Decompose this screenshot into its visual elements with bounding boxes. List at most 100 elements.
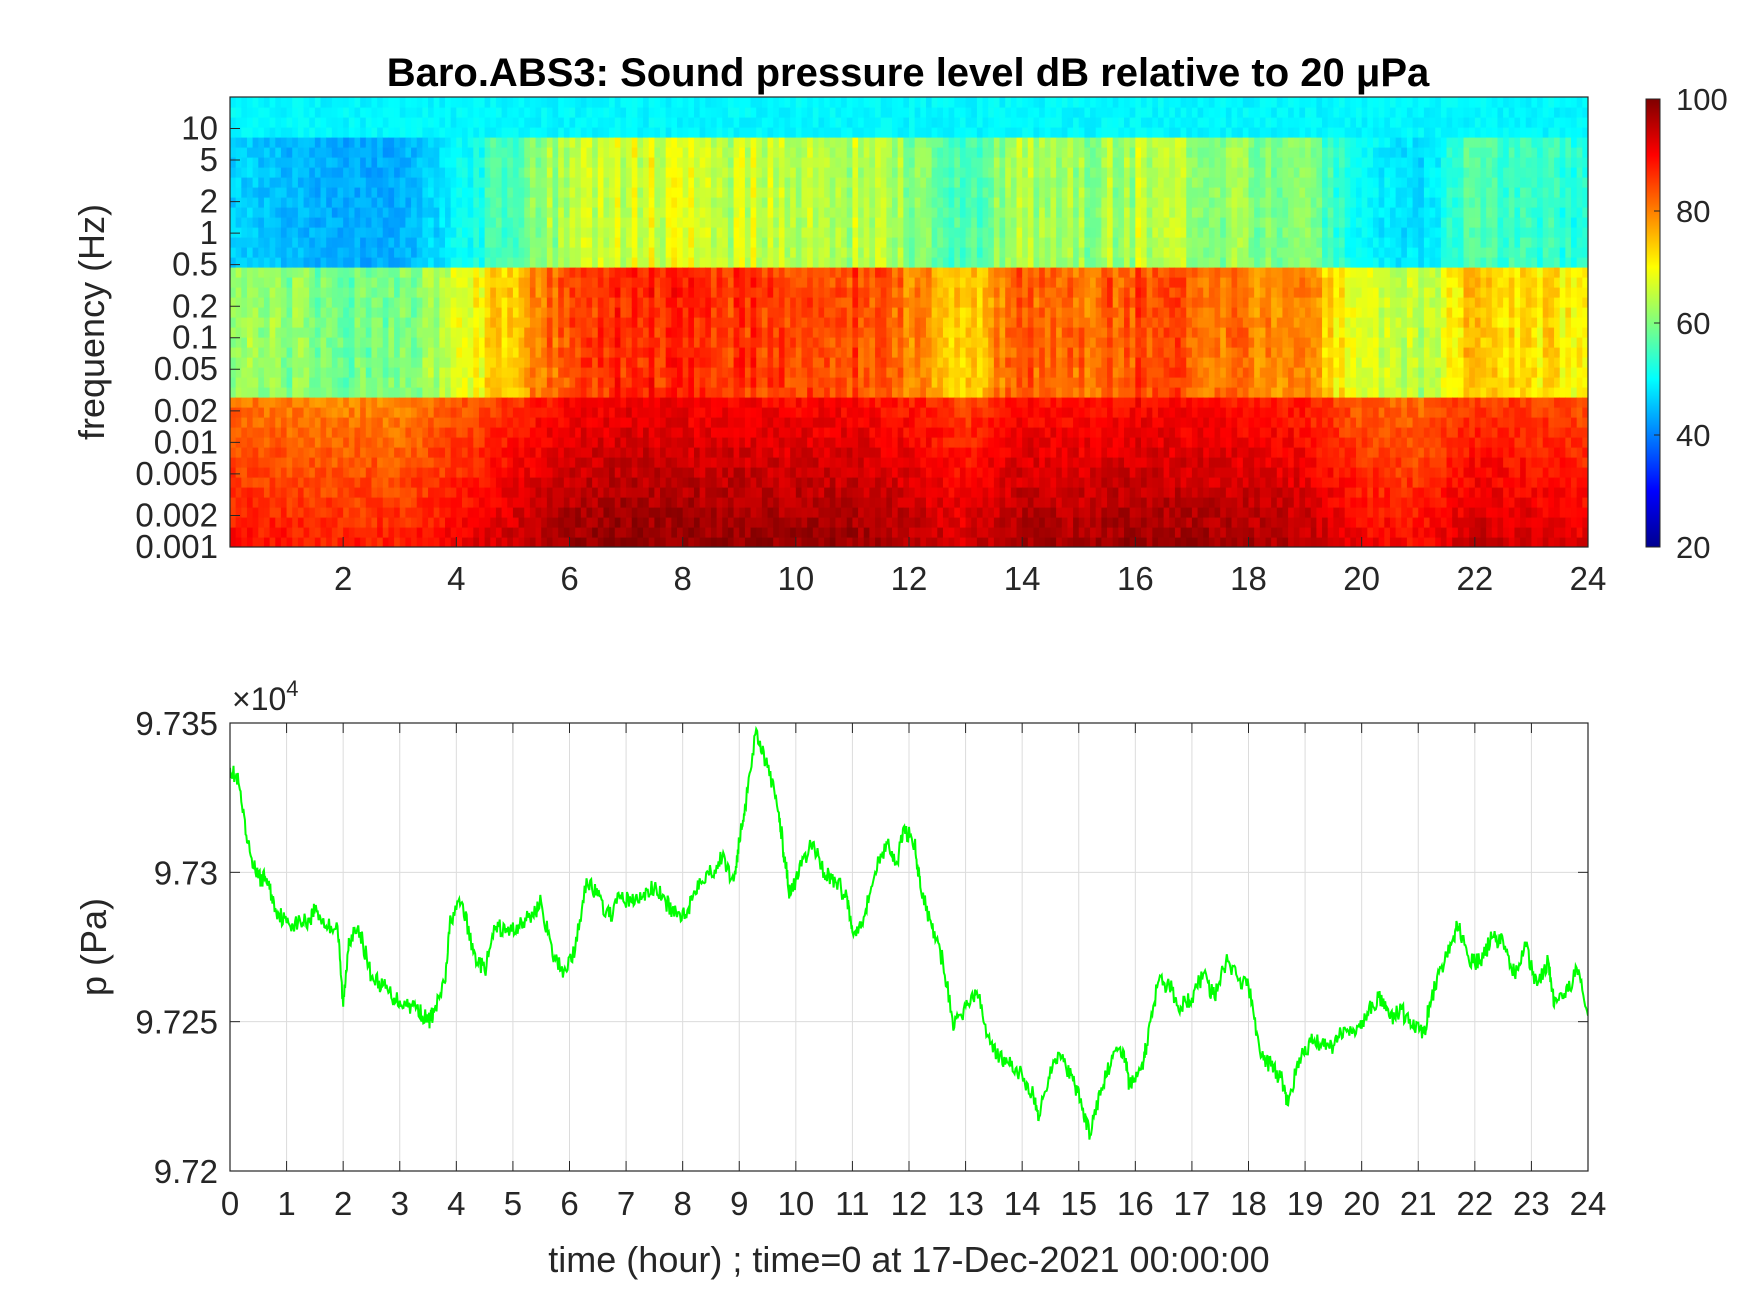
spectrogram-cell [643,277,650,288]
spectrogram-cell [790,527,797,538]
spectrogram-cell [727,277,735,288]
spectrogram-cell [230,317,237,328]
spectrogram-cell [501,167,508,178]
spectrogram-cell [512,467,520,478]
spectrogram-cell [665,347,672,358]
spectrogram-cell [790,347,797,358]
spectrogram-cell [654,297,661,308]
spectrogram-cell [365,297,373,308]
spectrogram-cell [744,257,752,268]
spectrogram-cell [744,477,752,488]
spectrogram-cell [478,477,486,488]
spectrogram-cell [263,357,271,368]
spectrogram-cell [575,397,582,408]
spectrogram-cell [784,517,791,528]
spectrogram-cell [235,307,242,318]
spectrogram-cell [733,297,740,308]
spectrogram-cell [535,407,542,418]
spectrogram-cell [626,467,633,478]
spectrogram-cell [263,537,271,547]
spectrogram-cell [428,207,435,218]
spectrogram-cell [326,317,333,328]
spectrogram-cell [275,117,282,128]
spectrogram-cell [252,467,259,478]
spectrogram-cell [631,367,638,378]
spectrogram-cell [660,397,667,408]
spectrogram-cell [303,97,310,108]
spectrogram-cell [699,107,706,118]
spectrogram-cell [852,177,859,188]
spectrogram-cell [790,127,797,138]
spectrogram-cell [280,537,288,547]
spectrogram-cell [609,387,616,398]
spectrogram-cell [852,167,859,178]
spectrogram-cell [360,157,367,168]
spectrogram-cell [580,167,588,178]
spectrogram-cell [382,277,390,288]
spectrogram-cell [343,467,350,478]
spectrogram-cell [478,527,486,538]
spectrogram-cell [552,247,559,258]
spectrogram-cell [750,287,757,298]
spectrogram-cell [297,147,305,158]
spectrogram-cell [575,467,582,478]
spectrogram-cell [592,287,599,298]
spectrogram-cell [365,457,373,468]
spectrogram-cell [790,237,797,248]
spectrogram-cell [829,477,837,488]
spectrogram-cell [377,197,384,208]
spectrogram-cell [275,387,282,398]
spectrogram-cell [773,327,780,338]
spectrogram-cell [841,157,848,168]
spectrogram-cell [773,377,780,388]
spectrogram-cell [309,197,316,208]
spectrogram-cell [682,127,689,138]
spectrogram-cell [790,417,797,428]
spectrogram-cell [478,537,486,547]
spectrogram-cell [846,497,854,508]
spectrogram-cell [835,187,842,198]
spectrogram-cell [235,367,242,378]
spectrogram-cell [394,417,401,428]
spectrogram-cell [824,317,831,328]
spectrogram-cell [241,367,248,378]
spectrogram-cell [263,157,271,168]
spectrogram-cell [428,387,435,398]
spectrogram-cell [824,327,831,338]
spectrogram-cell [490,127,497,138]
spectrogram-cell [778,267,786,278]
spectrogram-cell [518,317,525,328]
spectrogram-cell [252,457,259,468]
spectrogram-cell [580,427,588,438]
spectrogram-cell [756,97,763,108]
spectrogram-cell [230,117,237,128]
spectrogram-cell [631,247,638,258]
spectrogram-cell [445,497,452,508]
spectrogram-cell [648,287,655,298]
spectrogram-cell [495,517,503,528]
spectrogram-cell [795,517,803,528]
spectrogram-cell [241,177,248,188]
spectrogram-cell [648,377,655,388]
spectrogram-cell [371,227,378,238]
spectrogram-cell [495,127,503,138]
spectrogram-cell [388,297,395,308]
spectrogram-cell [846,237,854,248]
spectrogram-cell [286,247,293,258]
spectrogram-cell [575,267,582,278]
spectrogram-cell [337,167,344,178]
spectrogram-cell [354,527,361,538]
spectrogram-cell [388,157,395,168]
spectrogram-cell [801,247,808,258]
spectrogram-cell [824,477,831,488]
spectrogram-cell [433,187,440,198]
spectrogram-cell [744,367,752,378]
spectrogram-cell [784,257,791,268]
spectrogram-cell [314,127,322,138]
spectrogram-cell [580,177,588,188]
spectrogram-cell [778,437,786,448]
spectrogram-cell [518,287,525,298]
spectrogram-cell [428,357,435,368]
spectrogram-cell [541,357,548,368]
spectrogram-cell [445,377,452,388]
